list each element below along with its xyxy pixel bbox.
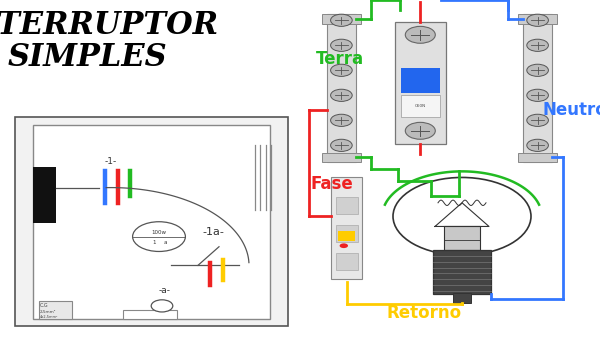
Bar (331, 177, 362, 279)
Bar (33, 125, 270, 319)
Bar (336, 254, 358, 270)
Text: Fase: Fase (311, 175, 353, 193)
Circle shape (331, 14, 352, 26)
Bar (401, 95, 440, 117)
Bar (336, 225, 358, 242)
Text: a: a (163, 240, 167, 245)
Text: -1a-: -1a- (202, 226, 224, 237)
Circle shape (527, 89, 548, 101)
Bar (433, 250, 491, 294)
Circle shape (527, 39, 548, 51)
Circle shape (151, 300, 173, 312)
Text: Retorno: Retorno (387, 304, 462, 322)
Text: INTERRUPTOR
SIMPLES: INTERRUPTOR SIMPLES (0, 10, 218, 73)
Circle shape (527, 64, 548, 76)
Circle shape (133, 222, 185, 251)
Text: 1: 1 (152, 240, 156, 245)
Bar (39, 301, 72, 319)
Bar (444, 226, 480, 250)
Bar (15, 117, 288, 326)
Circle shape (527, 139, 548, 151)
Circle shape (527, 14, 548, 26)
Bar (123, 310, 177, 319)
Text: C.G: C.G (40, 304, 49, 308)
Bar (322, 14, 361, 24)
Bar (327, 14, 356, 162)
Text: 2,5mm²: 2,5mm² (40, 310, 56, 314)
Bar (518, 153, 557, 162)
Circle shape (331, 89, 352, 101)
Text: 100w: 100w (151, 230, 167, 235)
Circle shape (393, 177, 531, 255)
Bar (338, 231, 355, 241)
Bar (336, 197, 358, 214)
Bar (523, 14, 552, 162)
Circle shape (331, 114, 352, 126)
Text: -1-: -1- (105, 156, 117, 166)
Circle shape (331, 39, 352, 51)
Circle shape (331, 139, 352, 151)
Circle shape (340, 243, 348, 248)
Text: Neutro: Neutro (543, 101, 600, 119)
Circle shape (406, 122, 436, 139)
Bar (33, 167, 56, 223)
Bar (518, 14, 557, 24)
Circle shape (331, 64, 352, 76)
Bar (322, 153, 361, 162)
Text: 4x2,5mm²: 4x2,5mm² (40, 315, 59, 319)
Text: -a-: -a- (159, 286, 171, 295)
Text: Terra: Terra (316, 50, 364, 68)
Bar (401, 68, 440, 93)
Bar (395, 22, 446, 144)
Circle shape (527, 114, 548, 126)
Bar (453, 293, 471, 303)
Circle shape (406, 26, 436, 43)
Text: C60N: C60N (415, 104, 426, 108)
